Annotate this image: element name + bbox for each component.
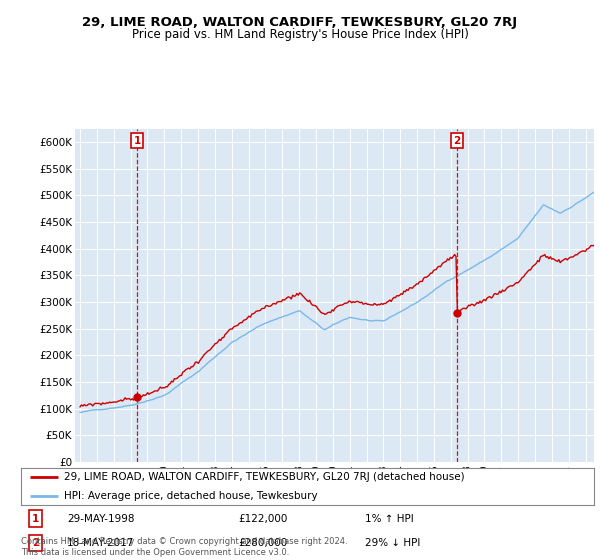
Text: 29% ↓ HPI: 29% ↓ HPI: [365, 538, 420, 548]
Text: 29, LIME ROAD, WALTON CARDIFF, TEWKESBURY, GL20 7RJ (detached house): 29, LIME ROAD, WALTON CARDIFF, TEWKESBUR…: [64, 472, 464, 482]
Text: Price paid vs. HM Land Registry's House Price Index (HPI): Price paid vs. HM Land Registry's House …: [131, 28, 469, 41]
Text: 29, LIME ROAD, WALTON CARDIFF, TEWKESBURY, GL20 7RJ: 29, LIME ROAD, WALTON CARDIFF, TEWKESBUR…: [82, 16, 518, 29]
Text: HPI: Average price, detached house, Tewkesbury: HPI: Average price, detached house, Tewk…: [64, 491, 317, 501]
Text: 18-MAY-2017: 18-MAY-2017: [67, 538, 134, 548]
Text: 29-MAY-1998: 29-MAY-1998: [67, 514, 134, 524]
Text: Contains HM Land Registry data © Crown copyright and database right 2024.
This d: Contains HM Land Registry data © Crown c…: [21, 537, 347, 557]
Text: 2: 2: [32, 538, 39, 548]
Text: 1: 1: [133, 136, 140, 146]
Text: £280,000: £280,000: [239, 538, 288, 548]
Text: 1% ↑ HPI: 1% ↑ HPI: [365, 514, 413, 524]
Text: 1: 1: [32, 514, 39, 524]
Text: £122,000: £122,000: [239, 514, 288, 524]
Text: 2: 2: [454, 136, 461, 146]
